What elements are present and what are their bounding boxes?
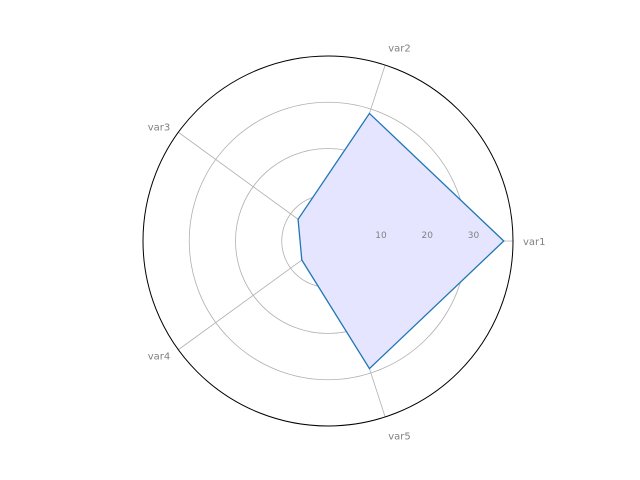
data-point-var3 xyxy=(297,218,299,220)
polar-frame xyxy=(142,55,514,427)
data-layer xyxy=(297,112,505,370)
category-label-var4: var4 xyxy=(148,352,171,363)
series-1-area xyxy=(298,113,504,369)
label-layer: 10 20 30 var1 var2 var3 var4 var5 xyxy=(148,44,546,443)
category-label-var2: var2 xyxy=(388,44,411,55)
category-label-var1: var1 xyxy=(523,237,546,248)
data-point-var2 xyxy=(368,112,371,115)
category-label-var3: var3 xyxy=(148,122,171,133)
category-label-var5: var5 xyxy=(388,431,411,442)
r-tick-label-30: 30 xyxy=(468,231,480,241)
r-tick-label-20: 20 xyxy=(422,231,434,241)
series-1-line xyxy=(297,112,505,370)
data-point-var1 xyxy=(503,240,505,242)
data-point-var5 xyxy=(368,367,371,370)
data-point-var4 xyxy=(301,259,303,261)
r-tick-label-10: 10 xyxy=(375,231,387,241)
